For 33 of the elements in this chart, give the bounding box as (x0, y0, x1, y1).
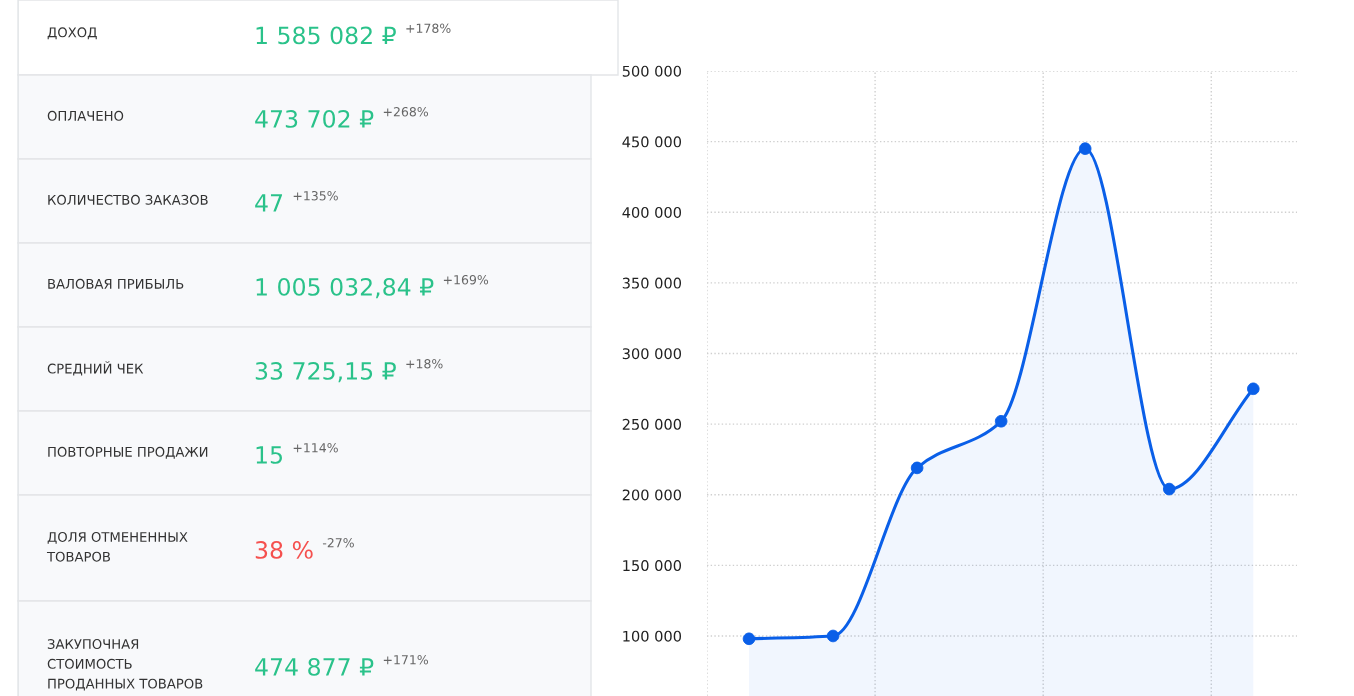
y-tick-label: 400 000 (622, 206, 682, 218)
text: +171% (383, 655, 429, 665)
y-tick-label: 150 000 (623, 560, 682, 572)
text: +268% (383, 107, 429, 117)
category-label: ВАЛОВАЯ ПРИБЫЛЬ (48, 278, 184, 289)
text: 473 702 ₽ (255, 109, 374, 128)
text: +114% (293, 443, 338, 453)
text: 15 (256, 446, 282, 464)
category-label: КОЛИЧЕСТВО ЗАКАЗОВ (48, 194, 208, 205)
text: +169% (443, 275, 489, 285)
y-tick-label: 200 000 (622, 489, 682, 501)
y-tick-label: 500 000 (622, 65, 682, 77)
y-tick-label: 450 000 (622, 136, 682, 148)
text: 38 % (255, 540, 313, 559)
y-tick-label: 250 000 (622, 418, 682, 430)
text: 1 005 032,84 ₽ (256, 277, 434, 299)
category-label: ДОХОД (47, 27, 97, 40)
y-tick-label: 300 000 (622, 348, 682, 360)
y-tick-label: 350 000 (622, 277, 682, 289)
y-tick-label: 100 000 (623, 630, 682, 642)
category-label: СРЕДНИЙ ЧЕК (47, 361, 144, 376)
category-label: ОПЛАЧЕНО (47, 110, 124, 121)
text: 1 585 082 ₽ (256, 26, 396, 45)
text: +18% (406, 359, 443, 369)
text: +135% (293, 191, 338, 201)
text: 33 725,15 ₽ (255, 361, 396, 383)
category-label: ЗАКУПОЧНАЯ СТОИМОСТЬ ПРОДАННЫХ ТОВАРОВ (47, 639, 203, 691)
text: 47 (255, 194, 283, 212)
category-label: ПОВТОРНЫЕ ПРОДАЖИ (48, 446, 208, 459)
text: -27% (322, 538, 354, 548)
text: 474 877 ₽ (255, 657, 374, 676)
category-label: ДОЛЯ ОТМЕНЕННЫХ ТОВАРОВ (46, 531, 188, 562)
text: +178% (406, 23, 451, 33)
